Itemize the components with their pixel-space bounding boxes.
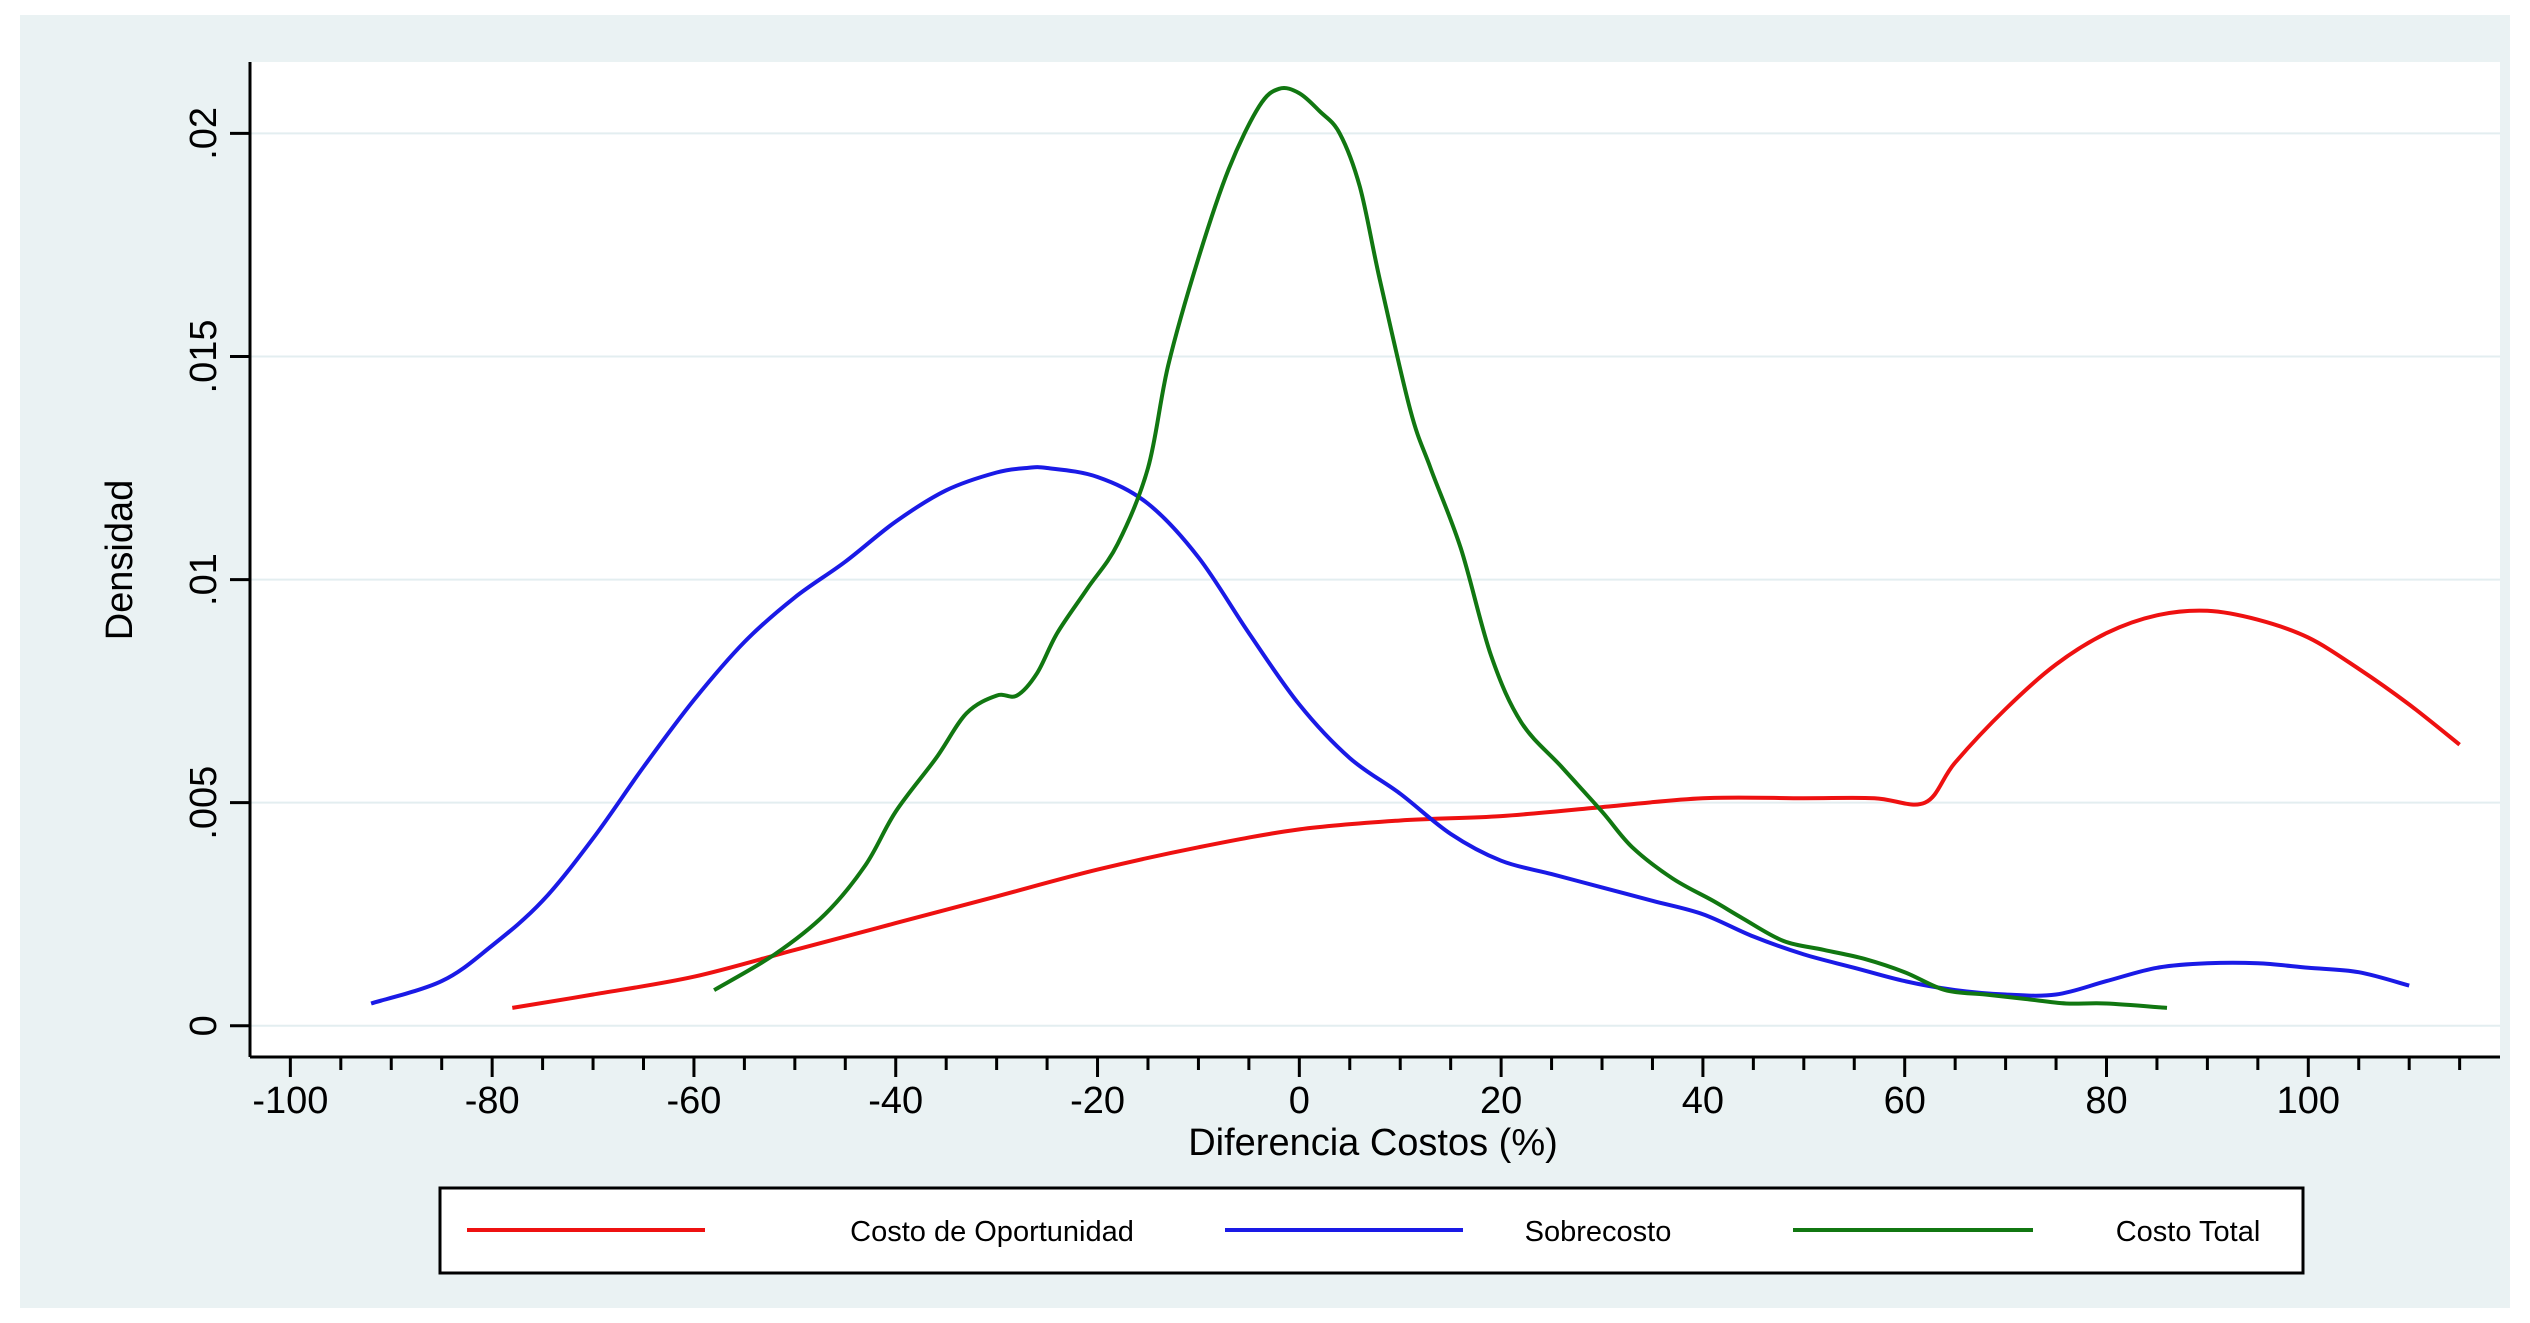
legend-label-1: Sobrecosto xyxy=(1525,1216,1672,1248)
series-line-1 xyxy=(370,465,2410,1006)
y-tick-label: .02 xyxy=(183,107,225,160)
x-tick-label: 40 xyxy=(1682,1080,1724,1122)
x-axis-title: Diferencia Costos (%) xyxy=(1188,1122,1558,1164)
x-tick-label: 20 xyxy=(1480,1080,1522,1122)
y-axis-title: Densidad xyxy=(99,480,141,641)
series-lines xyxy=(370,86,2461,1010)
x-ticks: -100 -80 -60 -40 -20 0 20 40 60 80 100 xyxy=(252,1057,2462,1122)
x-tick-label: -80 xyxy=(465,1080,520,1122)
axes xyxy=(248,62,2500,1059)
x-tick-label: -40 xyxy=(868,1080,923,1122)
legend-label-0: Costo de Oportunidad xyxy=(850,1216,1134,1248)
y-tick-label: 0 xyxy=(183,1015,225,1036)
y-tick-label: .01 xyxy=(183,553,225,606)
x-tick-label: -100 xyxy=(252,1080,328,1122)
x-tick-label: -60 xyxy=(666,1080,721,1122)
x-tick-label: 0 xyxy=(1289,1080,1310,1122)
gridlines xyxy=(250,132,2500,1027)
series-line-2 xyxy=(713,86,2168,1010)
series-line-0 xyxy=(511,608,2461,1010)
legend-label-2: Costo Total xyxy=(2116,1216,2261,1248)
x-tick-label: 80 xyxy=(2085,1080,2127,1122)
x-tick-label: 60 xyxy=(1884,1080,1926,1122)
x-tick-label: -20 xyxy=(1070,1080,1125,1122)
y-tick-label: .015 xyxy=(183,319,225,393)
y-tick-label: .005 xyxy=(183,766,225,840)
y-ticks: 0 .005 .01 .015 .02 xyxy=(183,107,250,1036)
plot-area xyxy=(250,62,2500,1057)
legend: Costo de Oportunidad Sobrecosto Costo Tota… xyxy=(438,1186,2305,1275)
x-tick-label: 100 xyxy=(2277,1080,2340,1122)
